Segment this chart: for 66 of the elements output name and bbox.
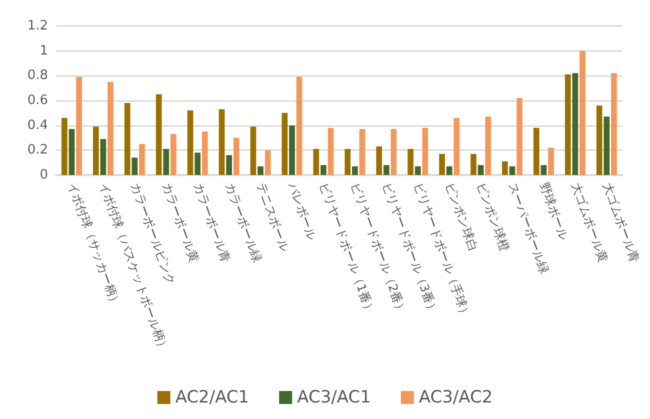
bar [446, 166, 452, 175]
bar [383, 165, 390, 175]
bar [124, 102, 130, 175]
bar [408, 148, 414, 175]
bar [328, 128, 334, 175]
y-tick-label: 0.8 [27, 68, 48, 84]
bar [139, 144, 145, 175]
bar [92, 126, 99, 175]
bar [289, 125, 295, 175]
bar [187, 110, 194, 175]
bar [548, 148, 554, 175]
bar [485, 116, 492, 175]
bar [439, 154, 445, 175]
bar [533, 128, 540, 175]
bar [470, 154, 476, 175]
bar [258, 166, 264, 175]
bar [414, 166, 421, 175]
legend-label: AC3/AC1 [297, 388, 371, 408]
bar [100, 138, 106, 175]
bar [509, 166, 516, 175]
bar [580, 50, 586, 175]
bar [218, 109, 225, 175]
legend-label: AC2/AC1 [175, 388, 250, 408]
bar [163, 148, 170, 175]
bar [422, 128, 428, 175]
bar [572, 73, 578, 175]
bar [516, 98, 522, 175]
bar [108, 82, 114, 175]
legend-label: AC3/AC2 [418, 388, 493, 408]
bar [202, 132, 208, 175]
bar [76, 76, 82, 175]
bar [170, 134, 176, 175]
bar [132, 158, 138, 175]
bar [540, 165, 547, 175]
y-tick-label: 0.2 [27, 142, 48, 158]
bar [454, 118, 460, 175]
bar [68, 129, 75, 175]
bar [226, 155, 232, 175]
bar [313, 148, 320, 175]
bar [604, 116, 610, 175]
y-tick-label: 1.2 [27, 18, 48, 34]
y-tick-label: 0.6 [27, 93, 48, 108]
bar [344, 148, 351, 175]
y-tick-label: 1 [40, 43, 48, 58]
bar [296, 76, 302, 175]
bar [359, 129, 366, 175]
bar [62, 118, 68, 175]
bar [502, 161, 508, 175]
bar [194, 152, 201, 175]
bar [611, 73, 617, 175]
bar [282, 112, 288, 175]
x-tick-label: 野球ボール [537, 180, 571, 242]
bar [478, 165, 484, 175]
bar [233, 138, 240, 175]
bar [250, 126, 256, 175]
bar [564, 74, 571, 175]
bar [320, 165, 326, 175]
x-tick-label: バレボール [285, 180, 320, 242]
bar [596, 105, 602, 175]
bar [156, 94, 162, 175]
bar [390, 129, 397, 175]
y-tick-label: 0 [40, 168, 48, 182]
bar [264, 150, 271, 175]
y-tick-label: 0.4 [27, 118, 48, 133]
bar [352, 166, 358, 175]
bar [376, 146, 382, 175]
